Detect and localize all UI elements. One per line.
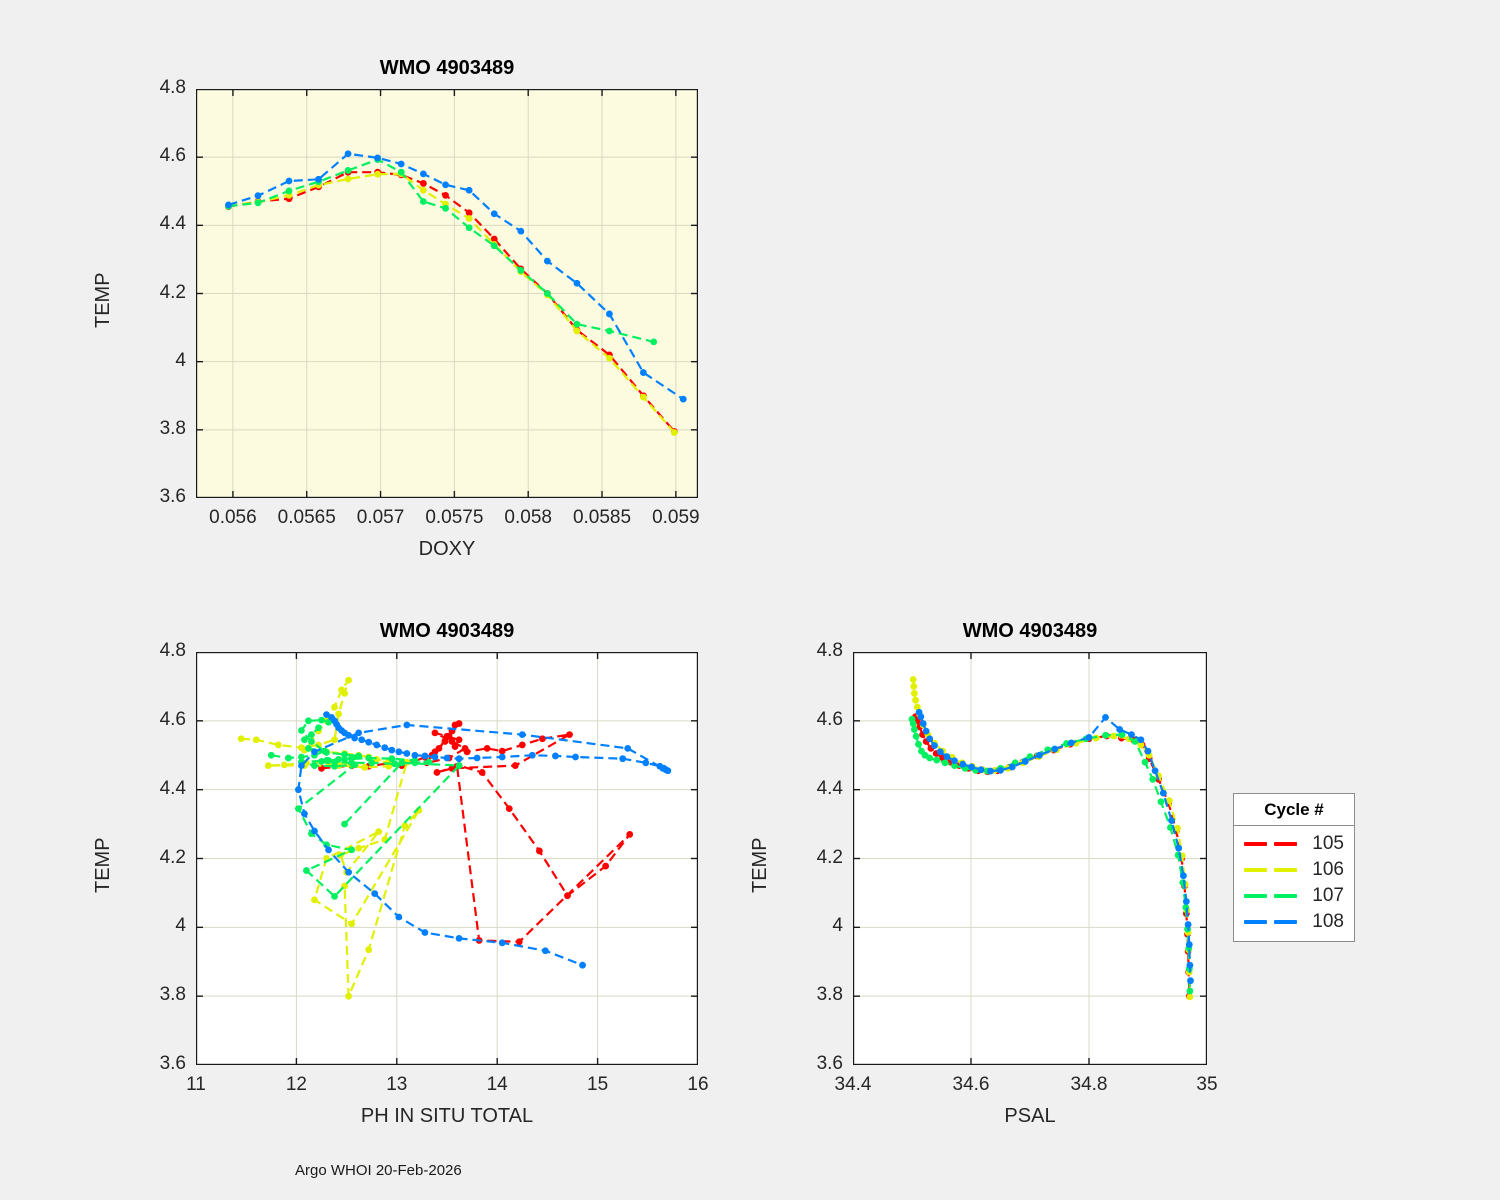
legend-label: 105 bbox=[1312, 833, 1344, 854]
footer-credit: Argo WHOI 20-Feb-2026 bbox=[295, 1162, 462, 1179]
ytick-label: 4.2 bbox=[159, 281, 186, 303]
legend: Cycle # 105 106 107 108 bbox=[1233, 793, 1355, 942]
series-108 bbox=[295, 711, 672, 969]
ytick-label: 3.8 bbox=[159, 417, 186, 439]
xtick-label: 14 bbox=[486, 1074, 508, 1095]
ytick-label: 4.6 bbox=[159, 145, 186, 167]
legend-row[interactable]: 105 bbox=[1234, 831, 1354, 857]
panel-title-ph-temp: WMO 4903489 bbox=[379, 620, 515, 642]
legend-title: Cycle # bbox=[1234, 794, 1354, 826]
legend-dash-icon bbox=[1244, 920, 1267, 924]
ytick-label: 3.6 bbox=[816, 1053, 843, 1074]
xtick-label: 11 bbox=[186, 1074, 206, 1095]
ytick-label: 4.4 bbox=[159, 213, 186, 235]
ytick-label: 4.8 bbox=[159, 640, 186, 661]
ytick-label: 3.6 bbox=[159, 486, 186, 507]
xtick-label: 0.0585 bbox=[572, 507, 632, 528]
xtick-label: 12 bbox=[285, 1074, 307, 1095]
ytick-label: 4.8 bbox=[816, 640, 843, 661]
xtick-label: 34.4 bbox=[834, 1074, 872, 1095]
xtick-label: 0.0565 bbox=[277, 507, 336, 528]
panel-title-psal-temp: WMO 4903489 bbox=[962, 620, 1098, 642]
ytick-label: 4 bbox=[175, 349, 186, 371]
series-108 bbox=[915, 708, 1194, 985]
xaxis-label-ph-temp: PH IN SITU TOTAL bbox=[360, 1105, 534, 1127]
legend-rows: 105 106 107 108 bbox=[1234, 826, 1354, 941]
panel-title-doxy-temp: WMO 4903489 bbox=[379, 57, 515, 79]
legend-dash-icon bbox=[1244, 868, 1267, 872]
legend-swatch bbox=[1244, 920, 1300, 924]
xtick-label: 15 bbox=[587, 1074, 609, 1095]
legend-dash-icon bbox=[1274, 920, 1297, 924]
plot-area-psal-temp bbox=[853, 652, 1207, 1065]
ytick-label: 4.2 bbox=[159, 846, 186, 868]
plot-area-doxy-temp bbox=[196, 89, 698, 498]
xtick-label: 35 bbox=[1196, 1074, 1218, 1095]
legend-dash-icon bbox=[1244, 894, 1267, 898]
legend-label: 107 bbox=[1312, 885, 1344, 906]
legend-dash-icon bbox=[1274, 894, 1297, 898]
ytick-label: 4.6 bbox=[159, 708, 186, 730]
yaxis-label-ph-temp: TEMP bbox=[92, 836, 114, 893]
xtick-label: 0.0575 bbox=[425, 507, 484, 528]
legend-swatch bbox=[1244, 894, 1300, 898]
legend-row[interactable]: 106 bbox=[1234, 857, 1354, 883]
legend-label: 106 bbox=[1312, 859, 1344, 880]
xtick-label: 0.059 bbox=[652, 507, 700, 528]
legend-swatch bbox=[1244, 868, 1300, 872]
xtick-label: 34.6 bbox=[952, 1074, 990, 1095]
ytick-label: 4.2 bbox=[816, 846, 843, 868]
ytick-label: 4.4 bbox=[159, 777, 186, 799]
ytick-label: 4.6 bbox=[816, 708, 843, 730]
ytick-label: 4.8 bbox=[159, 77, 186, 98]
xtick-label: 0.056 bbox=[209, 507, 257, 528]
xtick-label: 0.057 bbox=[356, 507, 405, 528]
legend-swatch bbox=[1244, 842, 1300, 846]
xtick-label: 13 bbox=[386, 1074, 408, 1095]
legend-dash-icon bbox=[1244, 842, 1267, 846]
legend-row[interactable]: 107 bbox=[1234, 883, 1354, 909]
series-108 bbox=[225, 150, 687, 403]
ytick-label: 4 bbox=[832, 915, 843, 937]
xaxis-label-doxy-temp: DOXY bbox=[418, 538, 476, 560]
xtick-label: 0.058 bbox=[504, 507, 552, 528]
xaxis-label-psal-temp: PSAL bbox=[1004, 1105, 1056, 1127]
ytick-label: 3.6 bbox=[159, 1053, 186, 1074]
legend-dash-icon bbox=[1274, 842, 1297, 846]
ytick-label: 3.8 bbox=[816, 984, 843, 1006]
legend-dash-icon bbox=[1274, 868, 1297, 872]
legend-label: 108 bbox=[1312, 911, 1344, 932]
ytick-label: 4 bbox=[175, 915, 186, 937]
xtick-label: 16 bbox=[687, 1074, 709, 1095]
ytick-label: 3.8 bbox=[159, 984, 186, 1006]
legend-row[interactable]: 108 bbox=[1234, 909, 1354, 935]
plot-area-ph-temp bbox=[196, 652, 698, 1065]
series-107 bbox=[267, 716, 463, 900]
ytick-label: 4.4 bbox=[816, 777, 843, 799]
xtick-label: 34.8 bbox=[1070, 1074, 1108, 1095]
yaxis-label-doxy-temp: TEMP bbox=[92, 271, 114, 328]
yaxis-label-psal-temp: TEMP bbox=[749, 836, 771, 893]
